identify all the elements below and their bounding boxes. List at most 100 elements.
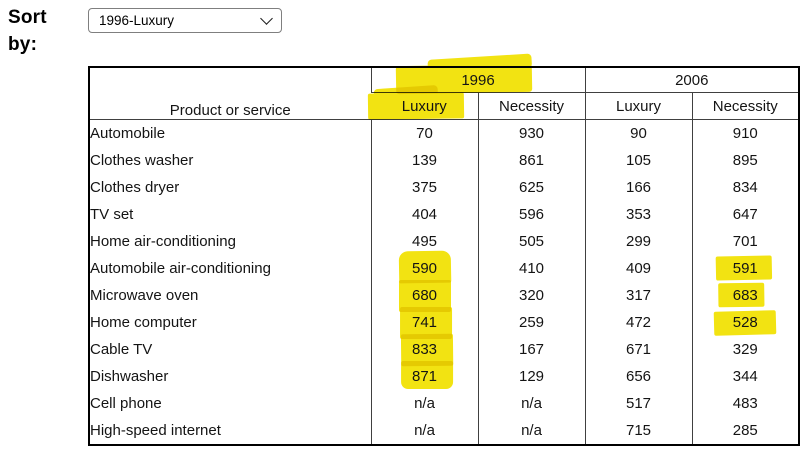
value-cell: n/a [370,417,478,445]
product-cell: TV set [89,201,371,228]
cell-text: 680 [411,287,438,304]
chevron-down-icon [260,12,273,25]
cell-text: Necessity [498,97,565,115]
value-cell: 375 [370,174,478,201]
cell-text: 517 [625,395,652,412]
table-row: Automobile air-conditioning 590 410 409 591 [89,250,799,284]
table-row: Home air-conditioning 495 505 299 701 [89,228,799,255]
value-cell: 871 [370,361,478,390]
cell-text: 683 [732,287,758,304]
product-cell: Automobile [89,120,371,148]
cell-text: Automobile [90,125,166,142]
sort-by-select[interactable]: 1996-Luxury [88,8,282,33]
value-cell: 625 [477,174,585,201]
cell-text: 2006 [675,71,709,89]
table-body: Automobile 70 930 90 910 Clothes washer 139 861… [89,119,799,445]
table-row: High-speed internet n/a n/a 715 285 [89,417,799,445]
value-cell: n/a [477,417,585,445]
value-cell: 105 [584,147,692,174]
table-row: Cell phone n/a n/a 517 483 [89,390,799,417]
cell-text: 167 [518,341,545,358]
product-cell: Microwave oven [89,282,371,309]
cell-text: 329 [732,341,758,358]
product-cell: Automobile air-conditioning [89,255,371,282]
product-cell: Cell phone [89,390,371,417]
cell-text: 299 [625,233,652,250]
highlight-mark [398,280,451,312]
cell-text: 741 [411,314,438,331]
cell-text: 495 [411,233,438,250]
cell-text: Clothes washer [90,152,194,169]
cell-text: n/a [521,395,542,412]
value-cell: 167 [477,336,585,363]
cell-text: 1996 [461,71,495,89]
cell-text: 930 [518,125,545,142]
header-row-categories: Luxury Necessity Luxury Necessity [89,92,799,120]
cell-text: Microwave oven [90,287,199,304]
cell-text: 647 [732,206,758,223]
cell-text: 671 [625,341,652,358]
cell-text: 472 [625,314,652,331]
value-cell: 910 [691,119,799,147]
subheader-1996-luxury: Luxury [367,92,478,120]
table-row: Dishwasher 871 129 656 344 [89,361,799,390]
value-cell: 930 [477,119,585,147]
product-cell: Clothes washer [89,147,371,174]
cell-text: 285 [732,422,758,439]
cell-text: 410 [518,260,545,277]
cell-text: 139 [411,152,438,169]
value-cell: 656 [584,363,692,390]
cell-text: n/a [414,395,435,412]
value-cell: 528 [691,309,799,336]
value-cell: 505 [477,228,585,255]
table-row: Microwave oven 680 320 317 683 [89,280,799,312]
value-cell: 715 [584,417,692,445]
subheader-2006-necessity: Necessity [691,92,799,120]
cell-text: Product or service [169,102,291,119]
value-cell: 671 [584,336,692,363]
cell-text: 166 [625,179,652,196]
cell-text: 833 [411,341,438,358]
value-cell: n/a [477,390,585,417]
cell-text: 625 [518,179,545,196]
value-cell: 320 [477,282,585,309]
cell-text: 656 [625,368,652,385]
cell-text: TV set [90,206,134,223]
value-cell: 741 [370,307,478,339]
value-cell: 895 [691,147,799,174]
value-cell: 517 [584,390,692,417]
value-cell: 90 [584,119,692,147]
value-cell: 590 [370,250,478,284]
value-cell: 285 [691,417,799,445]
table-row: Cable TV 833 167 671 329 [89,333,799,367]
product-cell: Home computer [89,309,371,336]
cell-text: 409 [625,260,652,277]
cell-text: Home air-conditioning [90,233,236,250]
cell-text: n/a [521,422,542,439]
cell-text: Automobile air-conditioning [90,260,271,277]
table-row: Automobile 70 930 90 910 [89,119,799,148]
sort-by-label: Sort by: [8,7,47,55]
year-header-2006: 2006 [584,67,799,93]
table-row: TV set 404 596 353 647 [89,201,799,228]
product-header: Product or service [89,67,371,120]
value-cell: 70 [370,119,478,147]
value-cell: 139 [370,147,478,174]
cell-text: Necessity [712,97,778,115]
cell-text: 129 [518,368,545,385]
value-cell: 861 [477,147,585,174]
cell-text: Home computer [90,314,197,331]
subheader-2006-luxury: Luxury [584,92,692,120]
header-row-years: Product or service 1996 2006 [89,63,799,120]
cell-text: 591 [732,260,758,277]
cell-text: 895 [732,152,758,169]
value-cell: 683 [691,282,799,309]
cell-text: 910 [732,125,758,142]
product-cell: Dishwasher [89,363,371,390]
value-cell: 833 [370,333,478,367]
value-cell: 404 [370,201,478,228]
cell-text: 483 [732,395,758,412]
cell-text: 871 [411,368,438,385]
cell-text: 590 [411,260,438,277]
